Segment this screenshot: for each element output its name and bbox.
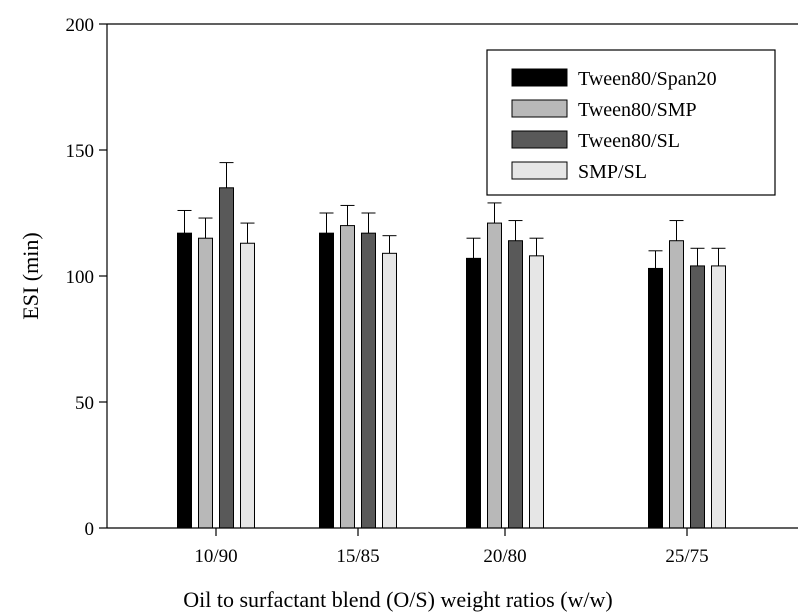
legend-label: Tween80/SMP <box>578 99 697 121</box>
legend-swatch <box>511 68 568 87</box>
bar <box>690 265 705 529</box>
bar <box>240 242 255 529</box>
legend-swatch <box>511 99 568 118</box>
legend-label: Tween80/SL <box>578 130 680 152</box>
bar <box>219 187 234 529</box>
bar <box>382 252 397 529</box>
bar <box>487 222 502 529</box>
bar <box>529 255 544 529</box>
bar <box>669 240 684 529</box>
bar <box>648 267 663 529</box>
plot-area <box>177 162 726 529</box>
y-tick-label: 150 <box>66 141 95 162</box>
y-tick-label: 0 <box>85 519 95 540</box>
x-tick-label: 10/90 <box>194 546 237 567</box>
bar <box>340 225 355 529</box>
legend-label: Tween80/Span20 <box>578 68 717 90</box>
bar <box>711 265 726 529</box>
y-tick-label: 100 <box>66 267 95 288</box>
bar <box>361 232 376 529</box>
legend-label: SMP/SL <box>578 161 647 183</box>
legend: Tween80/Span20 Tween80/SMP Tween80/SL SMP/S… <box>486 49 776 196</box>
bar <box>319 232 334 529</box>
bar <box>466 257 481 529</box>
x-tick-label: 15/85 <box>336 546 379 567</box>
x-tick-label: 20/80 <box>483 546 526 567</box>
bar <box>177 232 192 529</box>
legend-swatch <box>511 130 568 149</box>
y-axis-label: ESI (min) <box>18 232 43 319</box>
x-axis-label: Oil to surfactant blend (O/S) weight rat… <box>183 587 613 612</box>
y-tick-label: 200 <box>66 15 95 36</box>
axes: 0 50 100 150 200 10/90 15/85 20/80 25/75 <box>66 15 798 567</box>
bar <box>508 240 523 529</box>
legend-swatch <box>511 161 568 180</box>
y-tick-label: 50 <box>75 393 94 414</box>
bar <box>198 237 213 529</box>
x-tick-label: 25/75 <box>665 546 708 567</box>
